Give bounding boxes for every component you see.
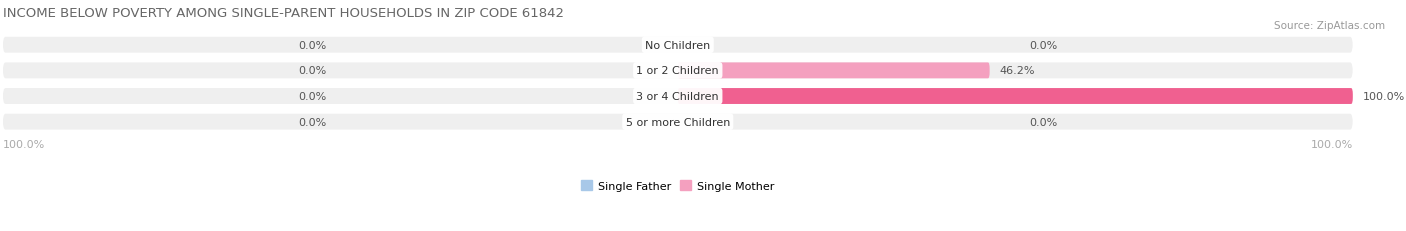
Legend: Single Father, Single Mother: Single Father, Single Mother xyxy=(576,176,779,195)
Text: 100.0%: 100.0% xyxy=(1310,140,1353,149)
Text: 46.2%: 46.2% xyxy=(1000,66,1035,76)
Text: 0.0%: 0.0% xyxy=(298,117,326,127)
FancyBboxPatch shape xyxy=(678,89,1353,104)
Text: 0.0%: 0.0% xyxy=(1029,117,1057,127)
FancyBboxPatch shape xyxy=(678,63,990,79)
Text: INCOME BELOW POVERTY AMONG SINGLE-PARENT HOUSEHOLDS IN ZIP CODE 61842: INCOME BELOW POVERTY AMONG SINGLE-PARENT… xyxy=(3,6,564,19)
Text: 0.0%: 0.0% xyxy=(1029,41,1057,51)
Text: 5 or more Children: 5 or more Children xyxy=(626,117,730,127)
FancyBboxPatch shape xyxy=(3,38,1353,53)
Text: 100.0%: 100.0% xyxy=(1362,92,1405,102)
Text: Source: ZipAtlas.com: Source: ZipAtlas.com xyxy=(1274,21,1385,31)
FancyBboxPatch shape xyxy=(3,114,1353,130)
Text: 1 or 2 Children: 1 or 2 Children xyxy=(637,66,718,76)
Text: 100.0%: 100.0% xyxy=(3,140,45,149)
Text: No Children: No Children xyxy=(645,41,710,51)
FancyBboxPatch shape xyxy=(3,63,1353,79)
Text: 0.0%: 0.0% xyxy=(298,92,326,102)
Text: 0.0%: 0.0% xyxy=(298,66,326,76)
Text: 0.0%: 0.0% xyxy=(298,41,326,51)
FancyBboxPatch shape xyxy=(3,89,1353,104)
Text: 3 or 4 Children: 3 or 4 Children xyxy=(637,92,718,102)
